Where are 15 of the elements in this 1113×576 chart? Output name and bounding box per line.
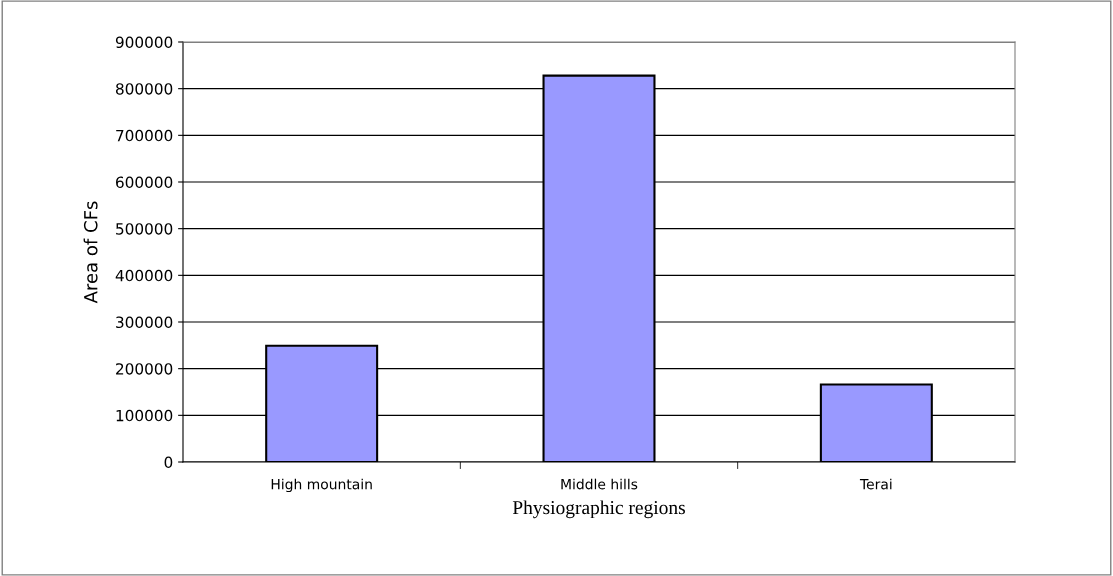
x-tick-label: Middle hills — [561, 478, 638, 490]
y-tick-label: 600000 — [116, 176, 173, 189]
y-axis-title: Area of CFs — [83, 201, 98, 304]
x-tick-label: High mountain — [271, 478, 372, 493]
y-tick-label: 300000 — [116, 316, 173, 329]
y-tick-label: 0 — [164, 456, 173, 469]
y-tick-label: 400000 — [115, 269, 173, 282]
y-tick-label: 100000 — [116, 409, 173, 422]
y-tick-label: 700000 — [116, 129, 173, 142]
x-tick-label: Terai — [859, 478, 892, 490]
y-tick-label: 500000 — [116, 223, 173, 235]
y-tick-label: 800000 — [115, 83, 173, 95]
y-tick-label: 200000 — [116, 363, 173, 375]
y-tick-label: 900000 — [115, 36, 173, 49]
x-axis-title: Physiographic regions — [512, 500, 685, 519]
